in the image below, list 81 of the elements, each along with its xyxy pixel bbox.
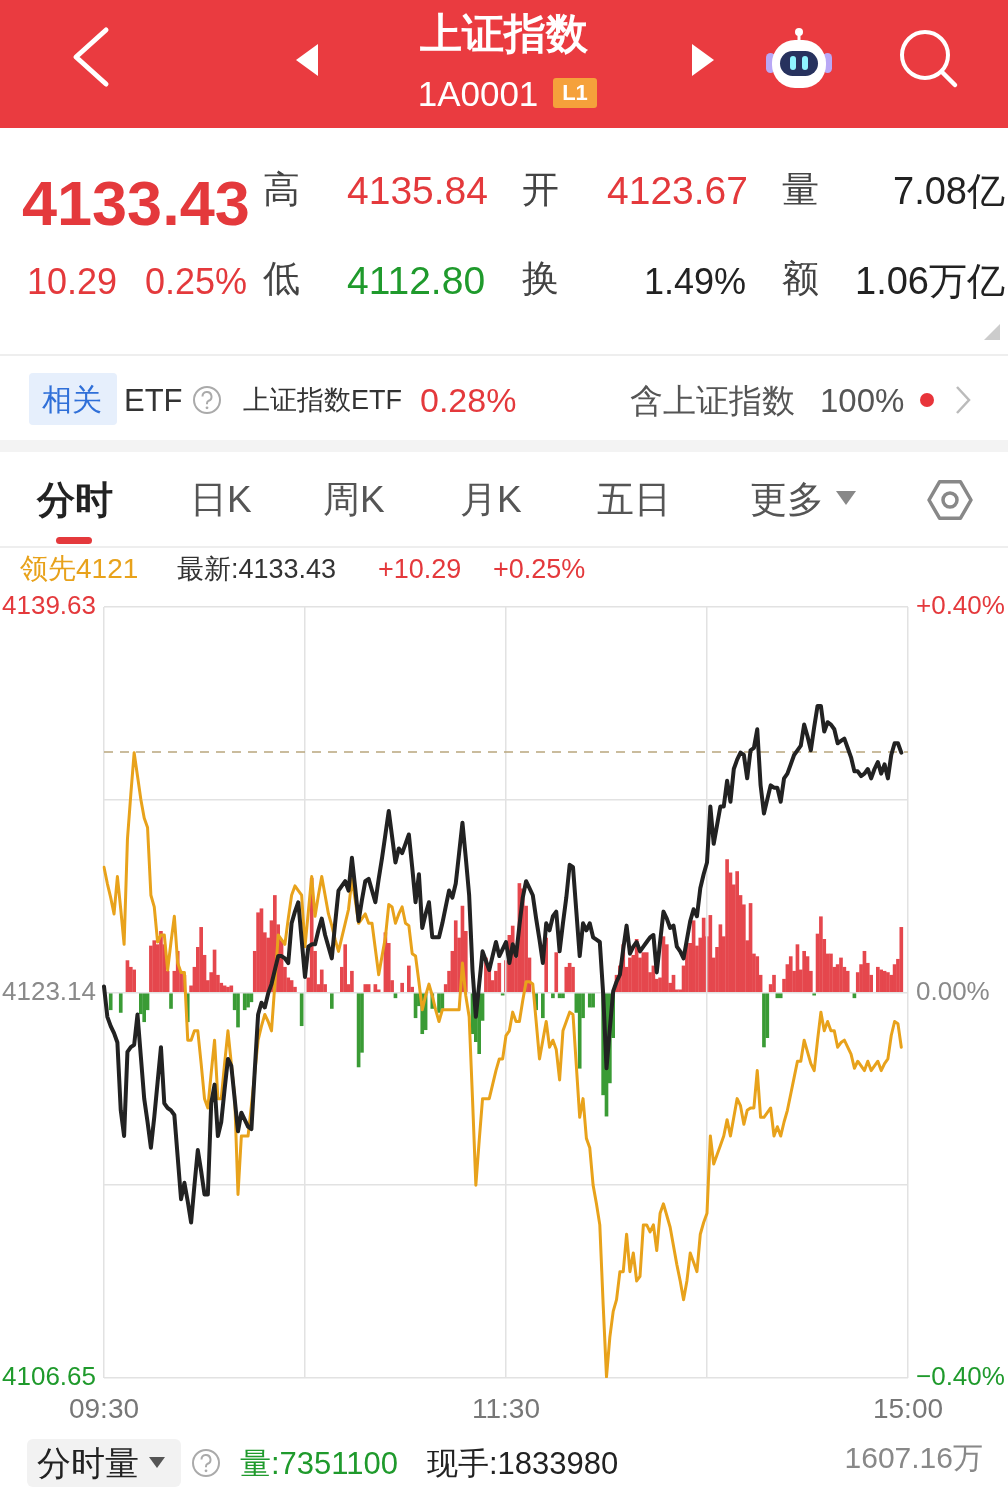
bar — [839, 957, 843, 993]
text: 现手:1833980 — [427, 1444, 619, 1482]
bar — [541, 992, 545, 1019]
x-tick-label: 15:00 — [872, 1392, 944, 1424]
bar — [437, 992, 441, 1013]
bar — [819, 916, 823, 993]
bar — [554, 952, 559, 993]
bar — [577, 992, 582, 1069]
bar — [246, 992, 250, 1008]
text: 4123.67 — [607, 168, 748, 214]
bar — [343, 944, 348, 993]
bar — [108, 992, 113, 1011]
text: 月K — [460, 478, 522, 523]
bar — [350, 970, 354, 993]
y-tick-label: 4139.63 — [2, 590, 96, 621]
x-tick-label: 09:30 — [68, 1392, 140, 1424]
y2-tick-label: −0.40% — [916, 1361, 1005, 1392]
text: 1607.16万 — [844, 1440, 983, 1477]
text: 最新:4133.43 — [177, 553, 337, 586]
text: 领先4121 — [20, 552, 139, 587]
bar — [755, 956, 760, 993]
text: 1.06万亿 — [855, 258, 1005, 304]
text: 4112.80 — [347, 258, 486, 304]
text: 4135.84 — [347, 168, 488, 214]
bar — [788, 956, 793, 993]
y2-tick-label: +0.40% — [916, 590, 1005, 621]
text: 开 — [522, 168, 559, 213]
text: 相关 — [42, 382, 102, 419]
text: 更多 — [750, 478, 824, 523]
text: 分时量 — [37, 1442, 139, 1484]
bar — [400, 982, 404, 993]
text: 0.28% — [420, 379, 517, 421]
x-tick-label: 11:30 — [472, 1392, 540, 1424]
bar — [132, 969, 136, 993]
text: 日K — [190, 478, 252, 523]
text: 100% — [820, 380, 905, 421]
bar — [118, 992, 123, 1013]
bar — [142, 992, 147, 1023]
text: 4133.43 — [22, 166, 250, 240]
text: 换 — [522, 257, 559, 302]
text: L1 — [562, 80, 588, 107]
text: 7.08亿 — [893, 168, 1005, 214]
bar — [407, 965, 411, 993]
text: 上证指数ETF — [243, 383, 402, 417]
bar — [386, 942, 391, 993]
bar — [899, 927, 904, 993]
text: 含上证指数 — [630, 380, 795, 421]
text: 周K — [323, 478, 385, 523]
text: 0.25% — [145, 259, 248, 303]
text: 10.29 — [27, 259, 118, 303]
text: ETF — [124, 381, 183, 419]
text: 量:7351100 — [240, 1444, 398, 1482]
text: +0.25% — [493, 553, 586, 586]
bar — [199, 927, 203, 993]
chart-title: 上证指数 — [420, 9, 588, 60]
text: 额 — [782, 257, 819, 302]
text: 高 — [263, 168, 300, 213]
y2-tick-label: 0.00% — [916, 975, 990, 1006]
bar — [772, 974, 776, 993]
text: 1.49% — [643, 259, 746, 303]
bar — [329, 992, 334, 1009]
text: +10.29 — [378, 553, 462, 586]
bar — [845, 970, 850, 993]
bar — [564, 966, 569, 993]
bar — [591, 992, 595, 1008]
text: 量 — [782, 168, 819, 213]
bar — [256, 912, 260, 993]
bar — [571, 966, 575, 993]
bar — [152, 940, 157, 993]
bar — [319, 969, 324, 993]
bar — [236, 992, 240, 1028]
bar — [169, 992, 173, 1009]
bar — [497, 962, 502, 993]
text: 分时 — [37, 477, 113, 523]
text: 五日 — [597, 478, 671, 523]
y-tick-label: 4123.14 — [2, 975, 96, 1006]
bar — [725, 859, 729, 993]
y-tick-label: 4106.65 — [2, 1361, 96, 1392]
chart-subtitle: 1A0001 — [417, 73, 539, 116]
text: 低 — [263, 257, 300, 302]
bar — [802, 950, 806, 993]
